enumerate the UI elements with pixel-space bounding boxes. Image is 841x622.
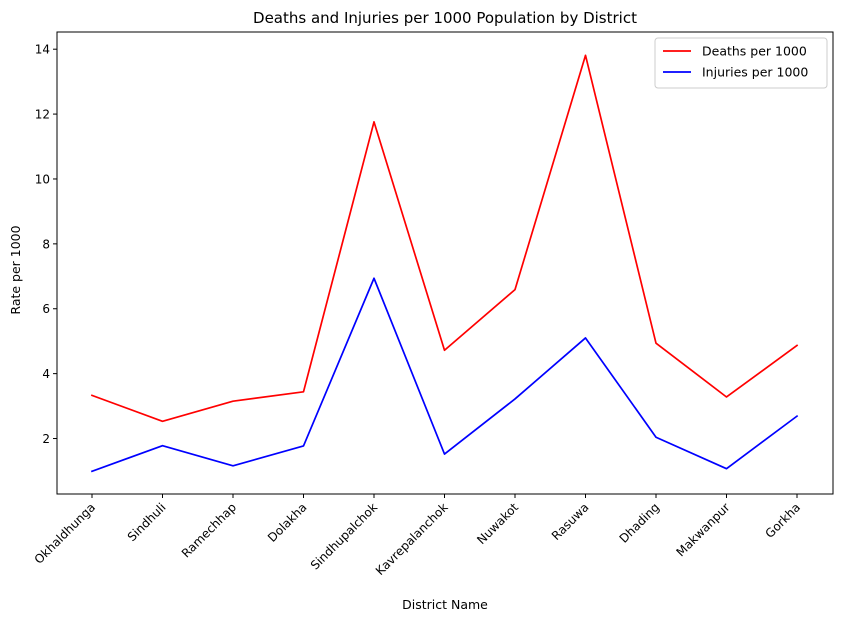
series-line-0 [90,54,799,423]
y-tick-label: 4 [42,367,50,381]
y-tick-label: 8 [42,237,50,251]
legend: Deaths per 1000 Injuries per 1000 [654,37,828,89]
series-line-1 [90,277,799,473]
legend-label: Injuries per 1000 [702,65,808,80]
y-tick-label: 12 [35,108,50,122]
y-tick-label: 14 [35,43,50,57]
legend-label: Deaths per 1000 [702,44,807,59]
y-tick-label: 2 [42,432,50,446]
legend-box [654,37,828,89]
y-axis-label: Rate per 1000 [8,225,23,314]
y-tick-label: 10 [35,172,50,186]
chart-title: Deaths and Injuries per 1000 Population … [253,9,637,27]
y-tick-label: 6 [42,302,50,316]
x-axis-label: District Name [402,597,488,612]
